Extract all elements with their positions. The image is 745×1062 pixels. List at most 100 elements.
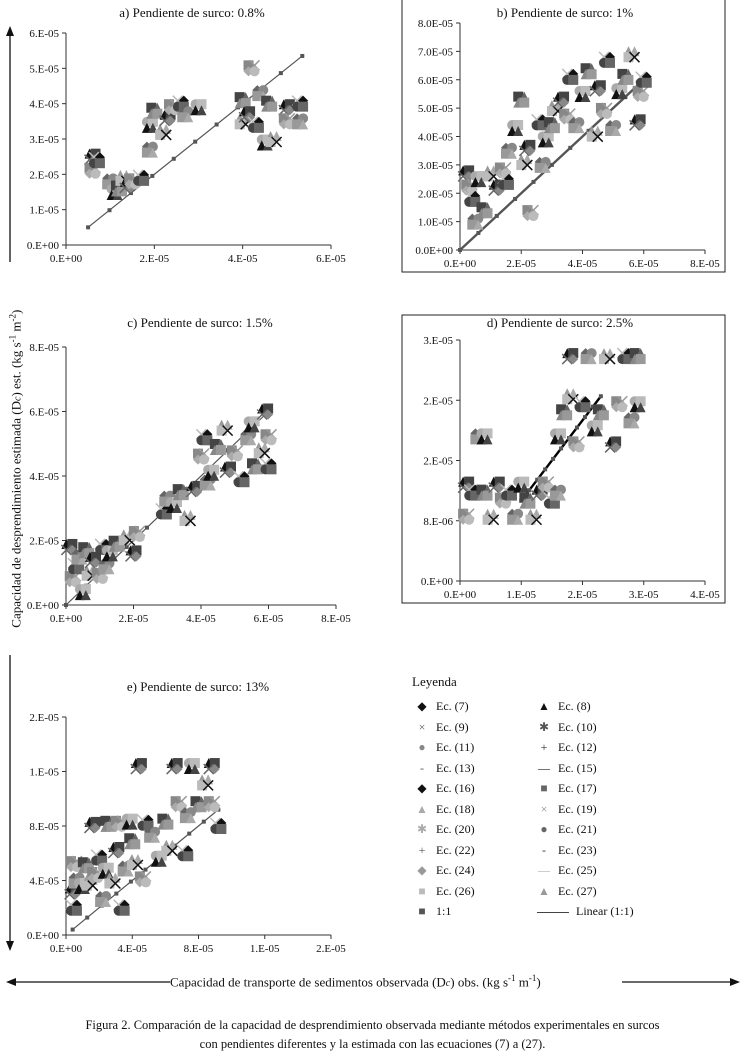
chart-c-plot: 0.E+00 2.E-05 4.E-05 6.E-05 8.E-05 0.E+00 2.E-… (27, 342, 351, 625)
chart-b-data-point (518, 139, 536, 157)
legend-item: + Ec. (22) (414, 842, 475, 858)
chart-e-data-point (183, 758, 200, 775)
chart-c-x-tick-label: 6.E-05 (254, 613, 284, 625)
chart-e-x-tick-label: 0.E+00 (50, 943, 83, 955)
chart-b-data-point (507, 119, 524, 136)
chart-a-data-point (132, 169, 150, 186)
chart-e-y-tick-label: 8.E-05 (29, 821, 59, 833)
chart-d-data-point (476, 484, 493, 501)
legend-symbol-icon: ▲ (538, 883, 550, 898)
chart-b-data-point (463, 190, 481, 207)
legend-symbol-icon: ◆ (417, 699, 427, 713)
chart-b-y-tick-label: 3.0E-05 (418, 160, 454, 172)
chart-a-one-to-one-point (150, 173, 155, 178)
chart-d-data-point (463, 484, 481, 501)
chart-a-one-to-one-point (107, 208, 112, 213)
chart-a-one-to-one-point (86, 225, 91, 230)
legend-label: Ec. (7) (436, 699, 469, 713)
chart-d-y-tick-label: 2.E-05 (423, 395, 453, 407)
chart-c-data-point (91, 567, 109, 584)
chart-a-data-point (141, 116, 158, 133)
chart-b-data-point (513, 91, 530, 108)
chart-b-x-tick-label: 0.E+00 (444, 258, 477, 270)
chart-a-data-point (291, 95, 309, 112)
chart-a-one-to-one-point (128, 191, 133, 196)
chart-a-data-point (155, 123, 172, 141)
legend-item: — Ec. (25) (536, 862, 597, 878)
chart-e-x-tick-label: 2.E-05 (316, 943, 346, 955)
chart-d-data-point (562, 388, 579, 405)
chart-d-y-tick-label: 8.E-06 (423, 516, 453, 528)
chart-b-y-tick-label: 7.0E-05 (418, 46, 454, 58)
chart-b-y-tick-label: 1.0E-05 (418, 217, 454, 229)
legend-item: ■ 1:1 (414, 903, 451, 919)
legend-label: Ec. (9) (436, 719, 469, 734)
chart-d-data-point (604, 436, 622, 453)
chart-c-data-point (124, 545, 142, 562)
chart-b-data-point (580, 63, 597, 80)
legend-item: ▲ Ec. (27) (536, 883, 597, 899)
x-axis-arrow (6, 978, 740, 986)
chart-d-data-point (611, 395, 628, 413)
chart-e-y-tick-label: 4.E-05 (29, 876, 59, 888)
x-axis-unit-sup1: -1 (508, 973, 516, 983)
caption-line-2: con pendientes diferentes y la estimada … (199, 1037, 546, 1051)
chart-d-data-point (629, 348, 646, 365)
legend-item: ✱ Ec. (10) (536, 719, 597, 735)
chart-e-data-point (130, 758, 147, 775)
chart-c-data-point (226, 444, 244, 462)
chart-a-data-point (234, 92, 251, 109)
chart-c-data-point (260, 428, 278, 446)
chart-b-one-to-one-point (494, 213, 499, 218)
y-axis-unit-close: ) (8, 309, 24, 314)
chart-a-x-tick-label: 0.E+00 (50, 253, 83, 265)
chart-c-data-point (166, 497, 182, 514)
chart-a-one-to-one-point (171, 156, 176, 161)
chart-a-y-tick-label: 6.E-05 (29, 28, 59, 40)
chart-a-x-tick-label: 6.E-05 (316, 253, 346, 265)
chart-b-x-tick-label: 2.E-05 (506, 258, 536, 270)
y-axis-unit-sup1: -1 (7, 334, 18, 343)
chart-b-data-point (574, 85, 591, 102)
legend-symbol-icon: + (540, 740, 548, 754)
legend-item: ◆ Ec. (7) (414, 698, 469, 714)
chart-c-data-point (216, 419, 234, 437)
chart-d-data-point (586, 420, 603, 437)
y-axis-unit-m: m (8, 321, 24, 335)
legend-symbol-icon: ✱ (538, 719, 550, 734)
chart-b-y-tick-label: 5.0E-05 (418, 103, 454, 115)
chart-e-data-point (126, 853, 144, 871)
chart-b-data-point (617, 68, 634, 85)
legend-label: Ec. (16) (436, 781, 475, 795)
chart-b-one-to-one-point (568, 145, 573, 150)
chart-e-title: e) Pendiente de surco: 13% (127, 679, 269, 694)
legend-item: × Ec. (9) (414, 719, 469, 735)
chart-e-data-point (203, 758, 220, 775)
chart-c-title: c) Pendiente de surco: 1.5% (127, 315, 273, 330)
chart-d-data-point (458, 508, 475, 525)
legend-label: Ec. (12) (558, 740, 597, 754)
chart-d-data-point (592, 404, 609, 421)
chart-a-title: a) Pendiente de surco: 0.8% (119, 5, 265, 20)
chart-a-plot: 0.E+00 2.E-05 4.E-05 6.E-05 0.E+00 1.E-05 2.E-… (27, 28, 346, 265)
x-axis-title-sub: c (445, 978, 451, 990)
chart-b-data-point (522, 204, 539, 222)
chart-e-one-to-one-point (70, 927, 75, 932)
chart-d-data-point (525, 508, 543, 526)
chart-panel-e: e) Pendiente de surco: 13% 0.E+00 4.E-05 8… (27, 679, 346, 955)
chart-a-y-tick-label: 1.E-05 (29, 205, 59, 217)
chart-c-one-to-one-point (145, 525, 149, 530)
legend-label: Ec. (25) (558, 863, 597, 877)
legend-symbol-icon (536, 903, 570, 919)
chart-d-x-tick-label: 1.E-05 (506, 589, 536, 601)
chart-d-data-point (629, 396, 646, 413)
chart-a-data-point (190, 99, 207, 116)
legend-item: × Ec. (19) (536, 801, 597, 817)
legend-label: Ec. (18) (436, 801, 475, 816)
chart-d-data-point (500, 484, 517, 501)
legend-symbol-icon: ● (540, 822, 548, 836)
chart-c-y-tick-label: 8.E-05 (29, 342, 59, 354)
chart-e-y-tick-label: 0.E+00 (27, 930, 60, 942)
chart-d-data-point (568, 435, 585, 453)
chart-c-x-tick-label: 4.E-05 (186, 613, 216, 625)
